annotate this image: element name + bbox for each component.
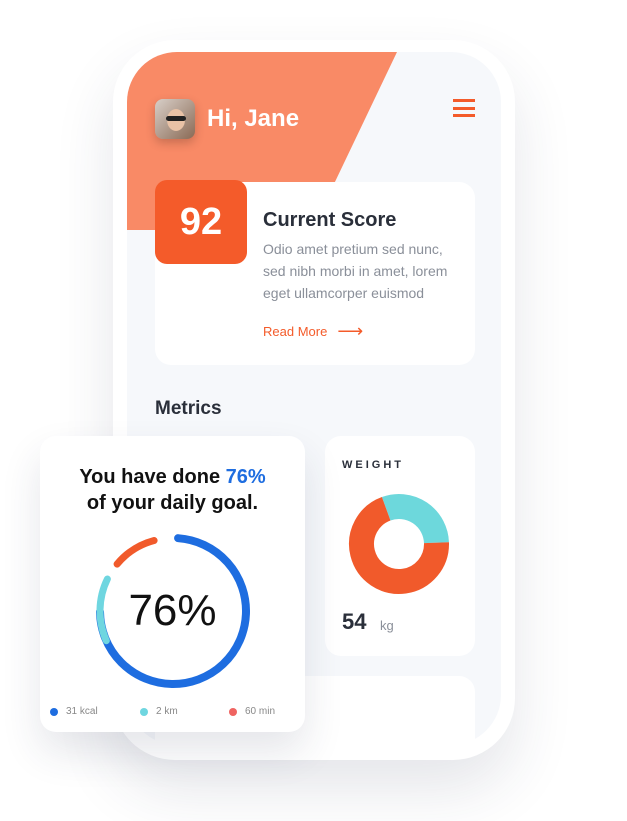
score-value: 92: [155, 180, 247, 264]
score-title: Current Score: [263, 209, 397, 231]
avatar[interactable]: [155, 99, 195, 139]
daily-goal-card[interactable]: You have done 76% of your daily goal. 76%…: [40, 436, 305, 732]
goal-percent-highlight: 76%: [225, 466, 266, 488]
progress-arc-kcal: [96, 534, 250, 688]
hamburger-menu-icon[interactable]: [453, 99, 475, 117]
arrow-right-icon: ⟶: [337, 321, 364, 341]
metrics-heading: Metrics: [155, 398, 222, 419]
legend-dot-icon: [229, 707, 237, 716]
goal-progress-value: 76%: [128, 586, 217, 635]
progress-arc-km: [96, 575, 111, 645]
greeting: Hi, Jane: [207, 105, 300, 132]
weight-card[interactable]: WEIGHT 54 kg: [325, 436, 475, 656]
progress-arc-min: [113, 536, 158, 568]
weight-label: WEIGHT: [342, 459, 404, 471]
legend-km: 2 km: [140, 706, 178, 717]
legend-dot-icon: [50, 707, 58, 716]
weight-unit: kg: [380, 618, 394, 633]
legend-min: 60 min: [229, 706, 275, 717]
goal-title: You have done 76% of your daily goal.: [79, 466, 266, 514]
donut-segment-1: [349, 497, 449, 594]
legend-kcal: 31 kcal: [50, 706, 98, 717]
donut-segment-0: [381, 494, 449, 544]
legend-dot-icon: [140, 707, 148, 716]
read-more-link[interactable]: Read More ⟶: [263, 321, 363, 342]
read-more-label: Read More: [263, 324, 328, 339]
weight-donut-chart: [349, 494, 449, 594]
goal-progress-ring: [96, 534, 250, 688]
score-description: Odio amet pretium sed nunc, sed nibh mor…: [263, 241, 448, 301]
weight-value: 54: [342, 609, 367, 634]
